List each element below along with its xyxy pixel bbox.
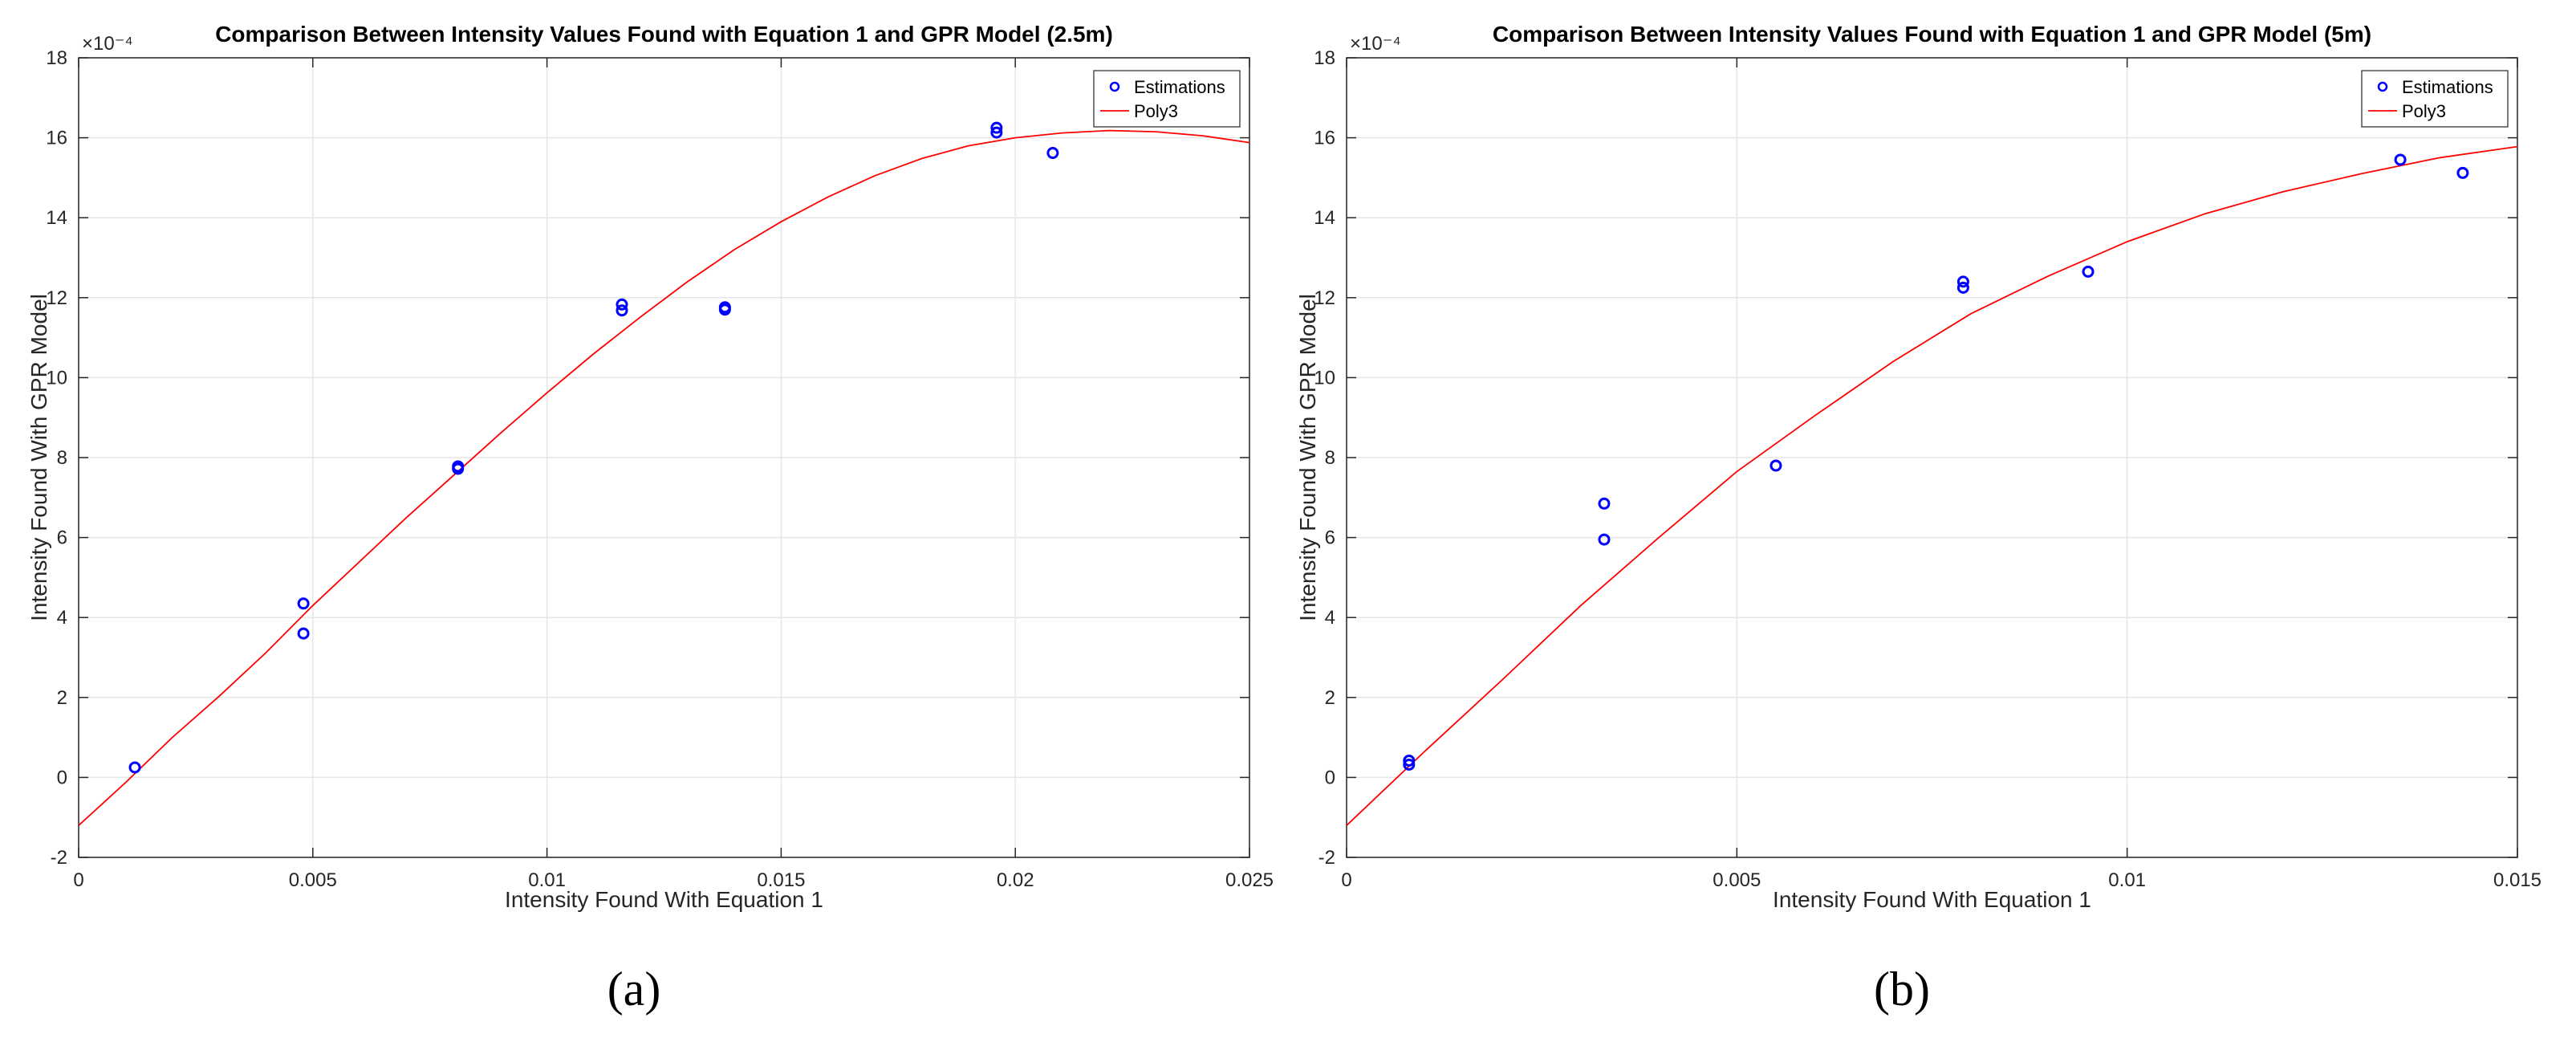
estimation-point [718, 303, 731, 316]
x-tick-label: 0.015 [757, 869, 805, 891]
chart-b-svg: 0 0.005 0.01 0.015 -2 0 2 4 6 8 10 12 14 16 18 ×10⁻⁴ Com… [1295, 22, 2541, 1016]
legend-box [2361, 70, 2509, 128]
y-tick-label: 0 [57, 767, 67, 788]
y-tick-label: 6 [57, 527, 67, 549]
poly3-fit-line [79, 129, 1249, 826]
y-tick-label: 14 [46, 207, 67, 229]
legend-box [1093, 70, 1241, 128]
estimation-point [990, 126, 1003, 139]
chart-a-svg: 0 0.005 0.01 0.015 0.02 0.025 -2 0 2 4 6 8 10 12 14 16 1… [26, 22, 1274, 1016]
poly3-fit-line [1347, 145, 2517, 826]
y-tick-label: 2 [57, 687, 67, 709]
x-axis-label: Intensity Found With Equation 1 [1773, 887, 2091, 912]
estimation-point [1956, 275, 1969, 288]
legend-label-poly3: Poly3 [1134, 101, 1178, 121]
x-axis-label: Intensity Found With Equation 1 [505, 887, 823, 912]
x-tick-label: 0.005 [289, 869, 337, 891]
x-tick-label: 0 [73, 869, 83, 891]
estimation-point [1598, 533, 1611, 546]
chart-panel-b: 0 0.005 0.01 0.015 -2 0 2 4 6 8 10 12 14 16 18 ×10⁻⁴ Com… [1288, 0, 2576, 1038]
chart-title: Comparison Between Intensity Values Foun… [1493, 22, 2371, 47]
legend-marker-estimations [2377, 81, 2388, 92]
panel-caption: (b) [1874, 963, 1930, 1016]
estimation-point [1769, 459, 1782, 472]
y-tick-label: 12 [1314, 287, 1335, 309]
estimation-point [616, 304, 628, 317]
legend-label-estimations: Estimations [2402, 77, 2493, 97]
estimation-point [2082, 265, 2095, 278]
y-tick-label: 8 [1325, 447, 1335, 469]
y-tick-label: 10 [1314, 367, 1335, 389]
y-axis-label: Intensity Found With GPR Model [26, 294, 51, 621]
estimation-point [1046, 147, 1059, 160]
y-exponent-label: ×10⁻⁴ [82, 33, 133, 55]
panel-caption: (a) [607, 963, 661, 1016]
x-tick-label: 0.005 [1713, 869, 1761, 891]
y-tick-label: -2 [51, 847, 67, 869]
x-tick-label: 0.01 [528, 869, 566, 891]
chart-title: Comparison Between Intensity Values Foun… [215, 22, 1113, 47]
y-tick-label: 6 [1325, 527, 1335, 549]
y-tick-label: 4 [57, 607, 67, 629]
legend-label-poly3: Poly3 [2402, 101, 2446, 121]
estimation-point [1403, 754, 1416, 767]
x-tick-label: 0.01 [2108, 869, 2146, 891]
x-tick-label: 0 [1341, 869, 1351, 891]
estimation-point [990, 121, 1003, 134]
y-exponent-label: ×10⁻⁴ [1350, 33, 1401, 55]
estimation-point [1598, 497, 1611, 510]
estimation-point [297, 597, 310, 610]
x-tick-label: 0.02 [997, 869, 1034, 891]
y-tick-label: 16 [1314, 128, 1335, 149]
estimation-point [1956, 281, 1969, 294]
y-tick-label: 8 [57, 447, 67, 469]
y-tick-label: 16 [46, 128, 67, 149]
x-tick-label: 0.025 [1225, 869, 1274, 891]
y-tick-label: -2 [1318, 847, 1335, 869]
estimation-point [1403, 758, 1416, 771]
y-tick-label: 18 [46, 47, 67, 69]
estimation-point [297, 627, 310, 640]
y-tick-label: 14 [1314, 207, 1335, 229]
estimation-point [2394, 153, 2407, 166]
x-tick-label: 0.015 [2493, 869, 2541, 891]
y-tick-label: 12 [46, 287, 67, 309]
estimation-point [616, 298, 628, 311]
estimation-point [128, 761, 141, 774]
y-tick-label: 10 [46, 367, 67, 389]
y-tick-label: 2 [1325, 687, 1335, 709]
legend-label-estimations: Estimations [1134, 77, 1225, 97]
estimation-point [452, 462, 465, 475]
chart-panel-a: 0 0.005 0.01 0.015 0.02 0.025 -2 0 2 4 6 8 10 12 14 16 1… [26, 22, 1274, 1016]
y-tick-label: 4 [1325, 607, 1335, 629]
y-tick-label: 0 [1325, 767, 1335, 788]
estimation-point [2456, 166, 2469, 179]
legend-marker-estimations [1109, 81, 1120, 92]
y-tick-label: 18 [1314, 47, 1335, 69]
y-axis-label: Intensity Found With GPR Model [1295, 294, 1320, 621]
